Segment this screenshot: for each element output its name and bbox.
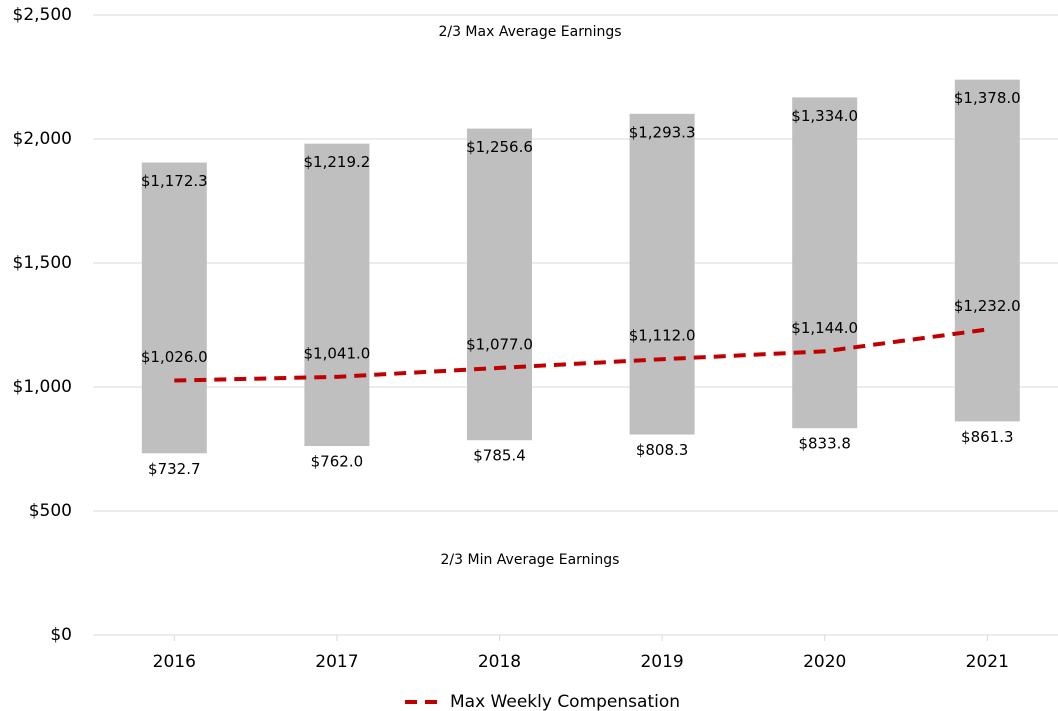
bar-base bbox=[792, 428, 857, 635]
x-tick-label: 2018 bbox=[478, 652, 521, 672]
data-label: $833.8 bbox=[798, 435, 851, 453]
line bbox=[174, 327, 988, 383]
bar bbox=[304, 143, 370, 447]
bar bbox=[954, 79, 1020, 422]
bar bbox=[467, 128, 532, 441]
data-label: $1,378.0 bbox=[954, 89, 1021, 107]
data-label: $762.0 bbox=[311, 453, 364, 471]
data-label: $1,256.6 bbox=[466, 138, 533, 156]
annotation: 2/3 Max Average Earnings bbox=[438, 24, 621, 40]
x-tick-label: 2021 bbox=[966, 652, 1009, 672]
data-label: $1,112.0 bbox=[629, 327, 696, 345]
x-tick-label: 2017 bbox=[315, 652, 358, 672]
bar bbox=[792, 97, 858, 429]
bar-base bbox=[630, 435, 695, 635]
y-tick-label: $500 bbox=[29, 501, 72, 521]
data-label: $1,172.3 bbox=[141, 172, 208, 190]
x-tick-label: 2020 bbox=[803, 652, 846, 672]
data-label: $861.3 bbox=[961, 428, 1014, 446]
data-label: $1,293.3 bbox=[629, 123, 696, 141]
legend-label: Max Weekly Compensation bbox=[450, 692, 680, 711]
y-tick-label: $2,000 bbox=[13, 129, 72, 149]
bar-base bbox=[955, 421, 1020, 635]
x-tick-label: 2019 bbox=[640, 652, 683, 672]
data-label: $1,077.0 bbox=[466, 335, 533, 353]
annotation: 2/3 Min Average Earnings bbox=[441, 552, 620, 568]
y-tick-label: $1,500 bbox=[13, 253, 72, 273]
data-label: $1,144.0 bbox=[791, 319, 858, 337]
data-label: $1,219.2 bbox=[304, 153, 371, 171]
bar bbox=[629, 113, 695, 435]
bar-base bbox=[304, 446, 369, 635]
data-label: $1,334.0 bbox=[791, 107, 858, 125]
data-label: $1,026.0 bbox=[141, 348, 208, 366]
bar bbox=[141, 162, 207, 454]
bar-base bbox=[142, 453, 207, 635]
data-label: $808.3 bbox=[636, 441, 689, 459]
data-label: $785.4 bbox=[473, 447, 526, 465]
y-tick-label: $0 bbox=[50, 625, 72, 645]
y-tick-label: $1,000 bbox=[13, 377, 72, 397]
x-tick-label: 2016 bbox=[153, 652, 196, 672]
data-label: $1,041.0 bbox=[304, 344, 371, 362]
bar-base bbox=[467, 440, 532, 635]
data-label: $732.7 bbox=[148, 460, 201, 478]
y-tick-label: $2,500 bbox=[13, 5, 72, 25]
data-label: $1,232.0 bbox=[954, 297, 1021, 315]
